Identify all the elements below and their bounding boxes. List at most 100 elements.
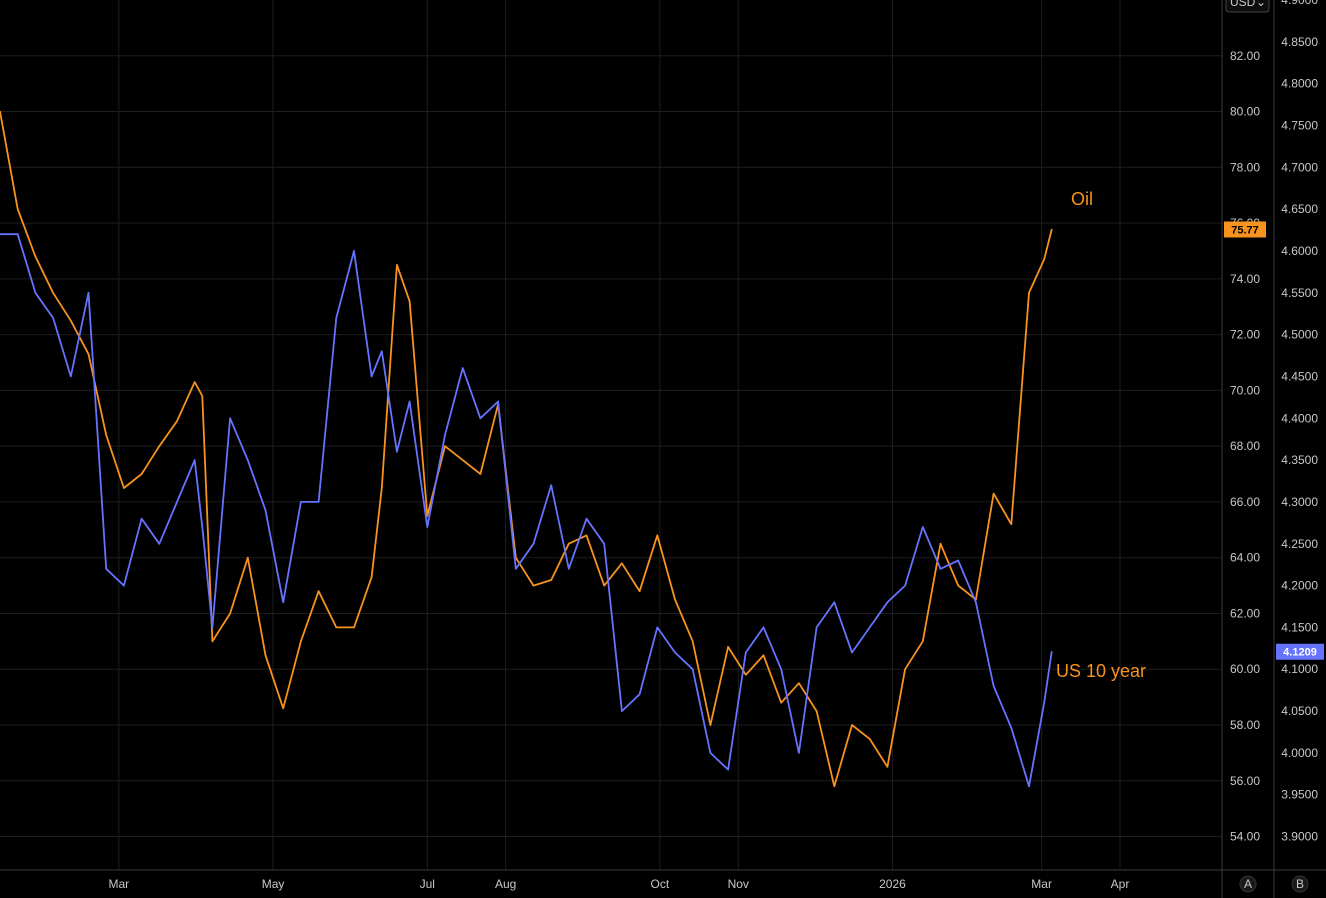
- us10-point: [975, 601, 977, 604]
- scale-button-label: A: [1244, 877, 1252, 891]
- x-tick-label: 2026: [879, 877, 906, 891]
- y-right-tick-label: 4.3000: [1281, 495, 1318, 509]
- y-right-tick-label: 4.2000: [1281, 579, 1318, 593]
- us10-point: [638, 693, 641, 696]
- us10-point: [479, 417, 482, 420]
- y-right-tick-label: 4.1000: [1281, 662, 1318, 676]
- us10-point: [264, 509, 267, 512]
- oil-point: [904, 668, 906, 671]
- oil-point: [921, 640, 924, 643]
- oil-point: [123, 487, 125, 489]
- us10-badge-bg: [1276, 643, 1324, 660]
- oil-point: [69, 319, 72, 322]
- us10-series-line: [0, 233, 1053, 788]
- us10-point: [585, 517, 588, 520]
- x-tick-label: Oct: [651, 877, 670, 891]
- y-right-tick-label: 4.2500: [1281, 537, 1318, 551]
- oil-point: [380, 487, 383, 489]
- oil-point: [0, 110, 1, 113]
- y-right-tick-label: 4.5000: [1281, 328, 1318, 342]
- oil-annotation: Oil: [1071, 189, 1093, 209]
- y-left-tick-label: 54.00: [1230, 830, 1260, 844]
- us10-point: [105, 568, 107, 570]
- us10-point: [851, 651, 853, 654]
- oil-point: [603, 584, 606, 587]
- y-right-tick-label: 4.0000: [1281, 746, 1318, 760]
- us10-point: [158, 542, 161, 545]
- y-right-tick-label: 4.4000: [1281, 411, 1318, 425]
- y-left-tick-label: 62.00: [1230, 606, 1260, 620]
- y-right-tick-label: 4.5500: [1281, 286, 1318, 300]
- oil-point: [264, 654, 267, 657]
- oil-point: [193, 381, 196, 383]
- oil-last-value-badge: 75.77: [1224, 221, 1266, 238]
- x-tick-label: Aug: [495, 877, 516, 891]
- oil-point: [34, 255, 37, 258]
- oil-point: [532, 584, 535, 587]
- y-right-tick-label: 4.8000: [1281, 77, 1318, 91]
- oil-point: [939, 542, 942, 545]
- us10-point: [868, 626, 871, 629]
- oil-point: [87, 353, 90, 355]
- y-right-tick-label: 4.4500: [1281, 369, 1318, 383]
- us10-point: [176, 501, 178, 503]
- scale-button-b[interactable]: B: [1291, 875, 1309, 893]
- oil-point: [408, 300, 411, 302]
- oil-point: [709, 724, 712, 726]
- oil-point: [550, 579, 552, 581]
- us10-point: [957, 559, 959, 562]
- currency-selector[interactable]: USD ⌄: [1225, 0, 1270, 13]
- us10-point: [353, 250, 355, 252]
- x-tick-label: Mar: [1031, 877, 1052, 891]
- y-left-tick-label: 60.00: [1230, 662, 1260, 676]
- us10-point: [1050, 650, 1053, 653]
- us10-point: [282, 601, 284, 604]
- us10-point: [229, 417, 231, 420]
- oil-series-line: [0, 111, 1053, 788]
- y-left-tick-label: 80.00: [1230, 105, 1260, 119]
- oil-point: [1010, 523, 1013, 526]
- oil-point: [1043, 258, 1045, 261]
- y-left-tick-label: 56.00: [1230, 774, 1260, 788]
- us10-point: [380, 350, 383, 353]
- y-left-tick-label: 66.00: [1230, 495, 1260, 509]
- oil-point: [621, 562, 623, 565]
- oil-point: [282, 707, 284, 710]
- us10-point: [1028, 785, 1030, 788]
- us10-point: [426, 526, 429, 528]
- us10-point: [992, 685, 995, 687]
- us10-point: [211, 626, 214, 629]
- us10-point: [140, 517, 143, 520]
- oil-point: [246, 556, 249, 559]
- scale-button-label: B: [1296, 877, 1304, 891]
- oil-point: [396, 264, 398, 266]
- y-left-tick-label: 68.00: [1230, 439, 1260, 453]
- us10-point: [444, 434, 446, 436]
- chevron-down-icon: ⌄: [1256, 0, 1266, 9]
- us10-last-value-badge: 4.1209: [1276, 643, 1324, 660]
- us10-point: [939, 568, 942, 570]
- oil-point: [815, 710, 818, 712]
- y-right-tick-label: 4.7000: [1281, 160, 1318, 174]
- oil-point: [585, 534, 588, 537]
- us10-point: [780, 668, 783, 671]
- us10-point: [370, 375, 373, 378]
- oil-point: [479, 473, 482, 475]
- scale-button-a[interactable]: A: [1239, 875, 1257, 893]
- us10-point: [815, 626, 818, 629]
- oil-point: [886, 766, 889, 768]
- oil-point: [158, 445, 161, 447]
- oil-point: [992, 492, 995, 495]
- us10-point: [246, 459, 249, 461]
- x-tick-label: Mar: [108, 877, 129, 891]
- us10-point: [656, 626, 659, 629]
- oil-point: [868, 738, 871, 740]
- oil-point: [201, 395, 204, 397]
- oil-point: [762, 654, 765, 657]
- us10-point: [16, 233, 19, 236]
- y-left-tick-label: 74.00: [1230, 272, 1260, 286]
- oil-point: [745, 674, 747, 676]
- oil-point: [52, 291, 54, 294]
